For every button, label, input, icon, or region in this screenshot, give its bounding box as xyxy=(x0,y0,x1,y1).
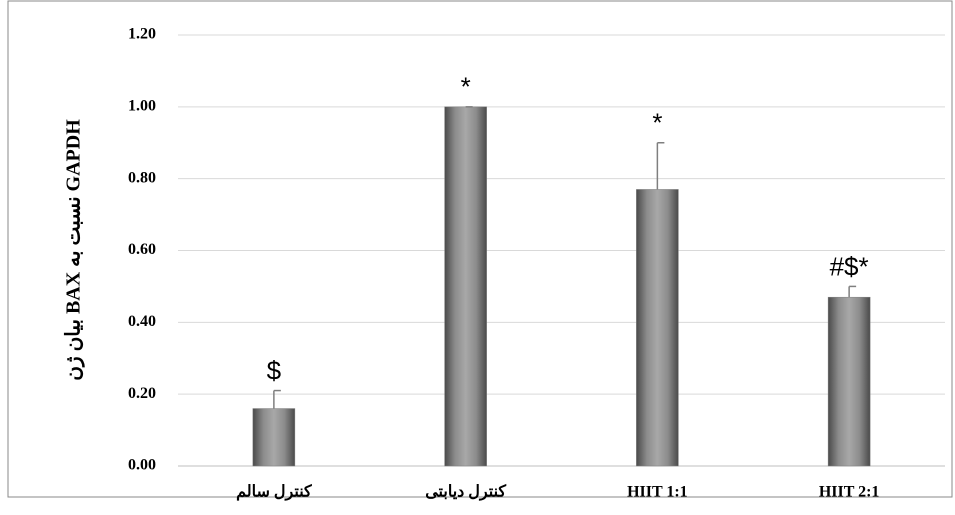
annotation: * xyxy=(652,108,662,138)
y-axis-label: بیان ژن BAX نسبت به GAPDH xyxy=(63,119,86,381)
y-tick-label: 1.20 xyxy=(128,26,156,43)
x-tick-label: HIIT 1:1 xyxy=(627,484,688,501)
x-tick-label: کنترل سالم xyxy=(236,484,312,502)
y-tick-label: 0.40 xyxy=(128,313,156,330)
y-tick-label: 1.00 xyxy=(128,98,156,115)
bar xyxy=(827,296,871,467)
x-tick-label: HIIT 2:1 xyxy=(819,484,880,501)
frame xyxy=(7,0,953,498)
y-tick-label: 0.00 xyxy=(128,457,156,474)
bar xyxy=(252,408,296,467)
y-tick-label: 0.20 xyxy=(128,385,156,402)
annotation: #$* xyxy=(830,251,869,281)
x-tick-label: کنترل دیابتی xyxy=(425,484,506,502)
y-tick-label: 0.80 xyxy=(128,169,156,186)
bar xyxy=(636,189,679,467)
annotation: $ xyxy=(267,355,282,385)
y-tick-label: 0.60 xyxy=(128,241,156,258)
annotation: * xyxy=(461,72,471,102)
bar xyxy=(444,106,487,467)
